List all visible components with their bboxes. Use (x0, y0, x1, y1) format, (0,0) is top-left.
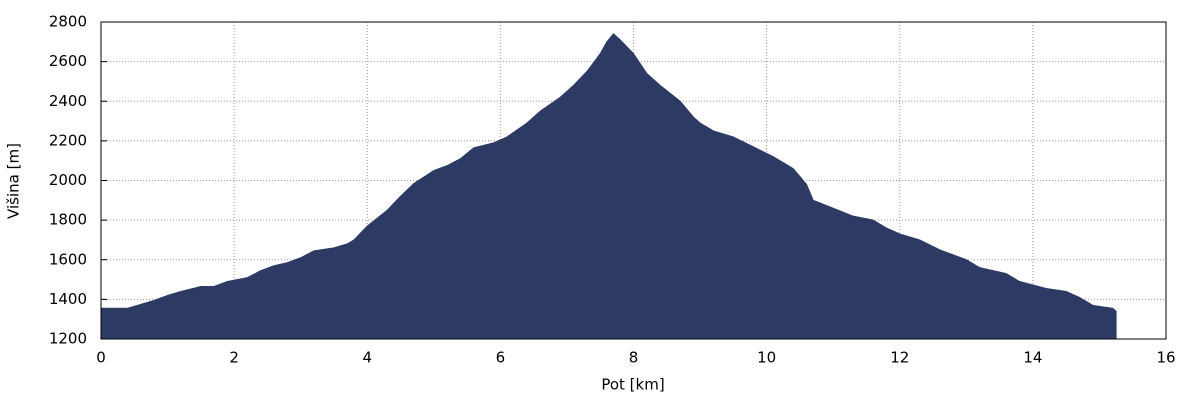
y-axis-label: Višina [m] (5, 143, 23, 219)
x-axis-label: Pot [km] (601, 376, 664, 394)
y-tick-label: 1800 (49, 211, 87, 229)
y-tick-label: 1200 (49, 330, 87, 348)
x-tick-label: 4 (362, 349, 372, 367)
plot-frame (100, 21, 1167, 340)
y-tick-label: 1400 (49, 290, 87, 308)
x-tick-label: 8 (629, 349, 639, 367)
y-tick-label: 1600 (49, 250, 87, 268)
x-tick-label: 0 (96, 349, 106, 367)
x-tick-label: 12 (890, 349, 909, 367)
y-tick-label: 2600 (49, 52, 87, 70)
x-tick-label: 10 (757, 349, 776, 367)
x-tick-label: 16 (1156, 349, 1175, 367)
x-tick-label: 2 (229, 349, 239, 367)
x-tick-label: 6 (496, 349, 506, 367)
y-tick-label: 2000 (49, 171, 87, 189)
elevation-area (100, 33, 1117, 340)
y-tick-label: 2400 (49, 92, 87, 110)
y-tick-label: 2800 (49, 13, 87, 31)
x-tick-label: 14 (1023, 349, 1042, 367)
y-tick-label: 2200 (49, 131, 87, 149)
